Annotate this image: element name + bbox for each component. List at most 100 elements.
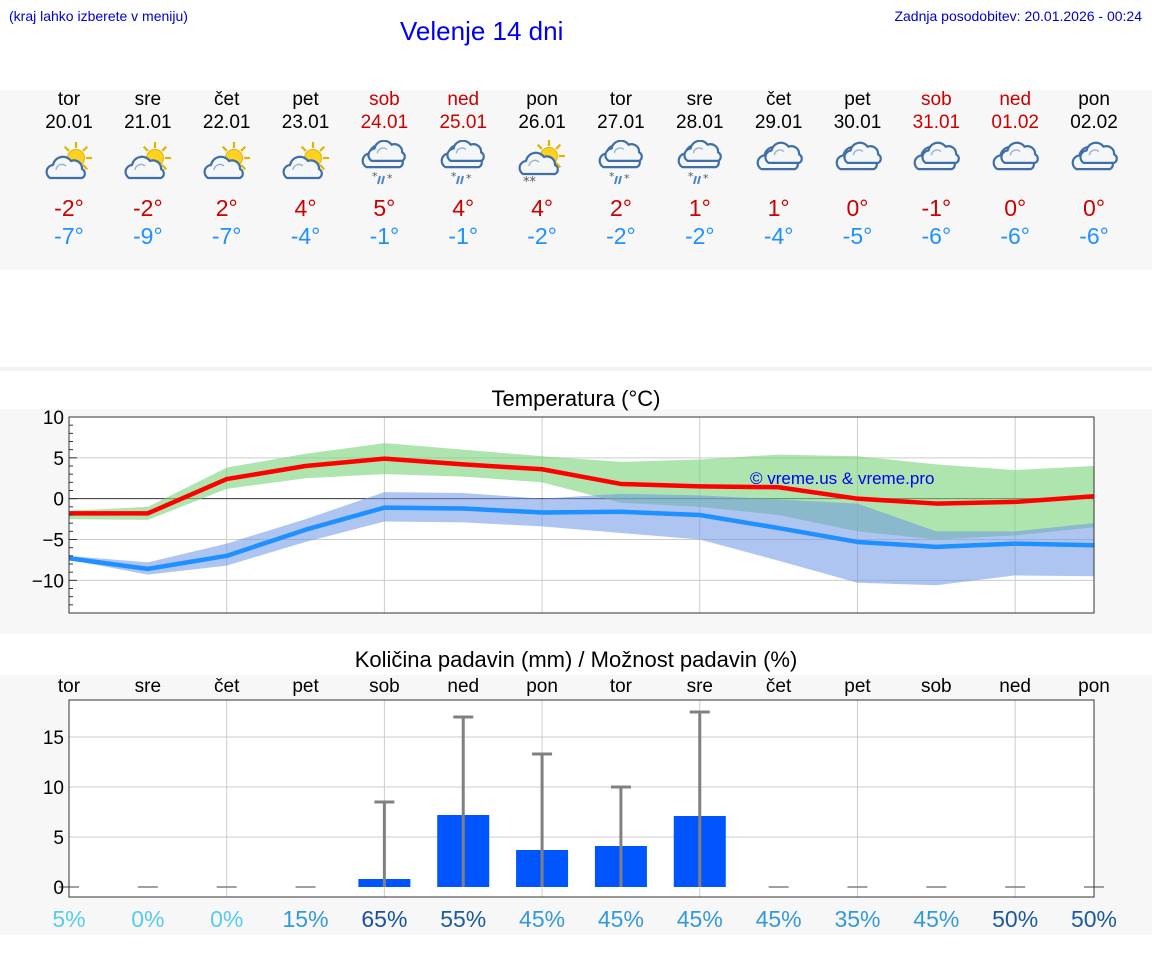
sun-cloud-icon — [203, 142, 250, 180]
svg-text:*: * — [703, 172, 709, 185]
day-of-week: pon — [526, 89, 558, 110]
max-temperature-line — [69, 456, 1095, 516]
day-date: 25.01 — [439, 112, 488, 133]
temperature-chart-title: Temperatura (°C) — [491, 386, 661, 411]
day-of-week: ned — [447, 89, 480, 110]
precipitation-chart: tor sre čet pet sob ned pon tor sre čet pet sob ned p… — [43, 676, 1117, 932]
day-date: 22.01 — [202, 112, 251, 133]
day-of-week-label: čet — [766, 676, 792, 697]
day-column: čet 29.01 1° -4° — [740, 88, 818, 250]
day-of-week: pon — [1078, 89, 1110, 110]
cloud-icon — [1071, 141, 1118, 171]
day-of-week-label: pon — [1078, 676, 1110, 697]
day-column: sre 21.01 -2° -9° — [109, 88, 187, 250]
precipitation-probability: 45% — [677, 906, 723, 932]
precipitation-probability: 0% — [210, 906, 243, 932]
day-of-week-label: čet — [214, 676, 240, 697]
plot-frame — [68, 699, 1095, 898]
day-of-week-label: sre — [687, 676, 713, 697]
max-temperature: 1° — [767, 195, 790, 221]
svg-text:*: * — [387, 172, 393, 185]
max-temperature: 0° — [1004, 195, 1027, 221]
max-temperature: 0° — [1083, 195, 1106, 221]
precipitation-probability: 35% — [834, 906, 880, 932]
day-of-week: tor — [57, 89, 81, 110]
day-of-week-label: ned — [447, 676, 479, 697]
day-date: 28.01 — [676, 112, 724, 133]
day-column: sre 28.01 * * 1° -2° — [661, 88, 739, 250]
precipitation-probability: 45% — [598, 906, 644, 932]
temperature-chart: 10 5 0 −5 −10 © vreme.us & vreme.pro — [32, 409, 1095, 614]
cloud-sleet-icon: * * — [677, 140, 722, 185]
day-date: 01.02 — [991, 112, 1039, 133]
y-tick-label: 10 — [43, 409, 64, 429]
day-of-week-label: tor — [58, 676, 81, 697]
sun-cloud-snow-icon: ** — [518, 140, 566, 188]
cloud-sleet-icon: * * — [440, 140, 486, 185]
day-column: tor 20.01 -2° -7° — [30, 88, 108, 250]
day-column: pon 26.01 ** 4° -2° — [503, 88, 581, 250]
day-column: čet 22.01 2° -7° — [188, 88, 266, 250]
min-temperature: -6° — [921, 223, 952, 249]
min-temperature: -1° — [448, 223, 479, 249]
min-temperature: -7° — [211, 223, 242, 249]
svg-text:*: * — [609, 170, 615, 183]
min-temperature: -2° — [684, 223, 715, 249]
day-of-week-label: sob — [369, 676, 400, 697]
svg-text:*: * — [624, 172, 630, 185]
day-of-week: sre — [134, 89, 162, 110]
max-temperature: 4° — [294, 195, 317, 221]
precipitation-probability: 55% — [440, 906, 486, 932]
min-temperature: -9° — [133, 223, 163, 249]
y-tick-label: 15 — [43, 728, 64, 749]
min-temperature-line — [68, 505, 1095, 572]
max-temperature: 4° — [452, 195, 475, 221]
min-temperature: -7° — [54, 223, 84, 249]
day-of-week-label: ned — [999, 676, 1031, 697]
cloud-icon — [756, 141, 803, 171]
day-column: sob 31.01 -1° -6° — [897, 88, 975, 250]
day-date: 31.01 — [912, 112, 961, 133]
min-temperature: -6° — [1079, 223, 1109, 249]
min-temperature: -4° — [763, 223, 794, 249]
day-of-week: ned — [999, 89, 1032, 110]
sun-cloud-icon — [282, 142, 329, 180]
max-temperature: 5° — [373, 195, 396, 221]
precipitation-probability: 45% — [756, 906, 802, 932]
y-tick-label: 10 — [43, 778, 64, 799]
svg-text:*: * — [466, 172, 472, 185]
min-temperature: -1° — [369, 223, 400, 249]
min-temperature: -2° — [606, 223, 636, 249]
min-temperature: -5° — [842, 223, 873, 249]
location-hint: (kraj lahko izberete v meniju) — [9, 8, 188, 24]
y-tick-label: 0 — [53, 878, 64, 899]
day-date: 23.01 — [281, 112, 330, 133]
day-of-week: pet — [844, 89, 871, 110]
day-date: 27.01 — [597, 112, 645, 133]
max-temperature: 1° — [688, 195, 711, 221]
day-date: 30.01 — [833, 112, 882, 133]
day-of-week: sob — [369, 89, 400, 110]
day-column: ned 25.01 * * 4° -1° — [424, 88, 502, 250]
page-title: Velenje 14 dni — [400, 16, 564, 46]
cloud-icon — [835, 141, 882, 171]
day-date: 29.01 — [754, 112, 803, 133]
max-temperature: -2° — [133, 195, 163, 221]
day-column: pet 23.01 4° -4° — [267, 88, 345, 250]
day-column: tor 27.01 * * 2° -2° — [582, 88, 660, 250]
max-temperature: 2° — [215, 195, 238, 221]
svg-text:*: * — [451, 170, 457, 183]
plot-area — [69, 700, 1094, 897]
day-of-week: sob — [921, 89, 952, 110]
day-of-week: čet — [214, 89, 240, 110]
y-tick-label: 5 — [53, 449, 64, 470]
day-of-week: sre — [686, 89, 713, 110]
precipitation-chart-title: Količina padavin (mm) / Možnost padavin … — [354, 647, 798, 672]
max-temperature: 4° — [531, 195, 554, 221]
min-temperature: -2° — [527, 223, 557, 249]
svg-text:*: * — [688, 170, 694, 183]
day-of-week-label: sob — [921, 676, 952, 697]
max-temperature: -2° — [54, 195, 84, 221]
daily-forecast-band — [0, 90, 1152, 270]
day-date: 26.01 — [518, 112, 566, 133]
